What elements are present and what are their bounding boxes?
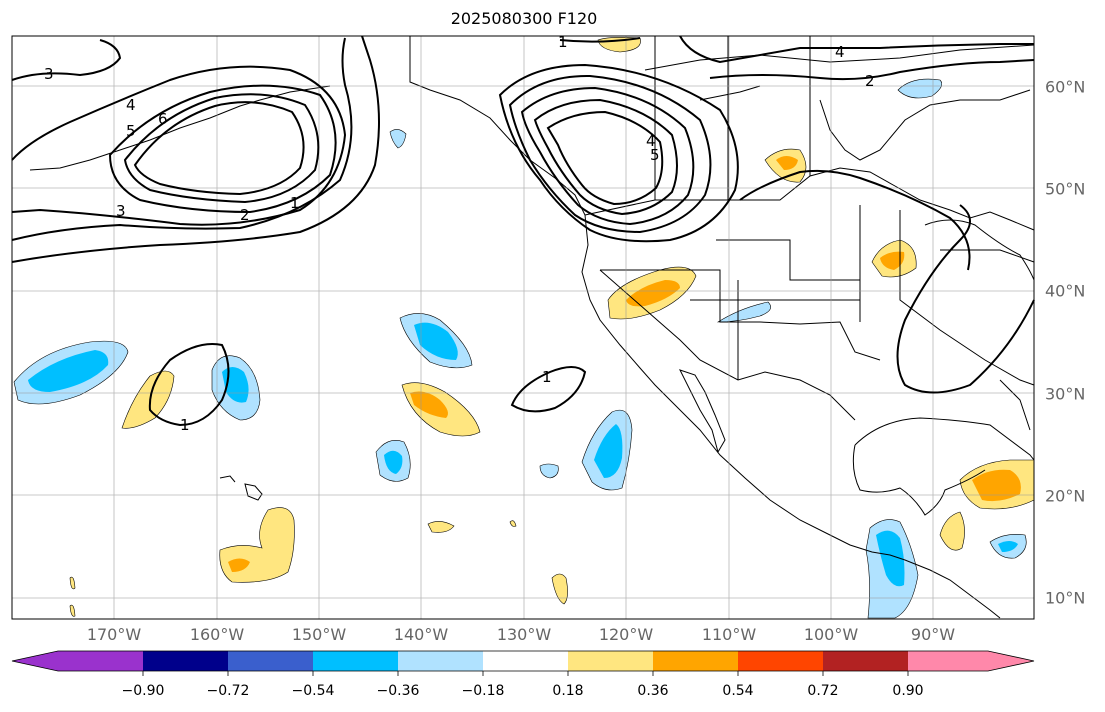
lon-tick-label: 170°W xyxy=(86,625,142,644)
coastlines xyxy=(29,36,1035,619)
colorbar-swatch xyxy=(988,651,1034,671)
lon-tick-label: 110°W xyxy=(701,625,757,644)
colorbar-swatch xyxy=(653,651,739,671)
lon-tick-label: 140°W xyxy=(393,625,449,644)
map-frame xyxy=(11,35,1035,620)
colorbar-swatch xyxy=(738,651,824,671)
lat-tick-label: 60°N xyxy=(1045,77,1086,97)
colorbar-tick-label: −0.54 xyxy=(291,683,335,699)
lon-tick-label: 100°W xyxy=(803,625,859,644)
contour-label: 4 xyxy=(126,96,136,114)
contour-labels: 3 4 5 6 3 2 1 1 1 1 4 2 4 5 xyxy=(44,33,875,434)
colorbar-swatch xyxy=(568,651,654,671)
colorbar-swatch xyxy=(143,651,229,671)
colorbar-tick-label: 0.18 xyxy=(552,683,584,699)
colorbar-swatch xyxy=(228,651,314,671)
contour-label: 1 xyxy=(558,33,568,51)
colorbar-swatch xyxy=(12,651,58,671)
colorbar-tick-label: −0.36 xyxy=(376,683,420,699)
contour-label: 3 xyxy=(116,202,126,220)
contour-label: 5 xyxy=(126,122,136,140)
lat-tick-label: 30°N xyxy=(1045,384,1086,404)
contour-lines xyxy=(11,35,1035,427)
lat-tick-label: 20°N xyxy=(1045,486,1086,506)
contour-label: 2 xyxy=(240,206,250,224)
colorbar-tick-label: 0.90 xyxy=(892,683,924,699)
lat-tick-label: 40°N xyxy=(1045,281,1086,301)
contour-label: 2 xyxy=(865,72,875,90)
contour-label: 6 xyxy=(158,110,168,128)
lon-tick-label: 120°W xyxy=(598,625,654,644)
colorbar-tick-label: −0.90 xyxy=(121,683,165,699)
contour-label: 4 xyxy=(835,43,845,61)
colorbar-swatch xyxy=(823,651,909,671)
lon-tick-label: 150°W xyxy=(291,625,347,644)
lon-tick-label: 90°W xyxy=(910,625,956,644)
map-title: 2025080300 F120 xyxy=(450,9,598,28)
colorbar-swatch xyxy=(58,651,144,671)
contour-label: 4 xyxy=(646,132,656,150)
colorbar-tick-label: −0.18 xyxy=(461,683,505,699)
lat-tick-label: 50°N xyxy=(1045,179,1086,199)
lon-tick-label: 160°W xyxy=(189,625,245,644)
contour-label: 1 xyxy=(290,194,300,212)
lat-tick-label: 10°N xyxy=(1045,588,1086,608)
colorbar-tick-label: 0.72 xyxy=(807,683,839,699)
contour-label: 1 xyxy=(180,416,190,434)
lon-tick-label: 130°W xyxy=(496,625,552,644)
contour-label: 1 xyxy=(542,368,552,386)
contour-label: 5 xyxy=(650,146,660,164)
colorbar-swatch xyxy=(483,651,569,671)
colorbar xyxy=(11,650,1035,676)
colorbar-swatch xyxy=(313,651,399,671)
colorbar-tick-label: 0.54 xyxy=(722,683,754,699)
colorbar-swatch xyxy=(398,651,484,671)
gridlines xyxy=(12,36,1034,619)
anomaly-fills xyxy=(13,37,1035,619)
colorbar-tick-label: −0.72 xyxy=(206,683,250,699)
contour-label: 3 xyxy=(44,65,54,83)
colorbar-swatch xyxy=(908,651,988,671)
colorbar-tick-label: 0.36 xyxy=(637,683,669,699)
